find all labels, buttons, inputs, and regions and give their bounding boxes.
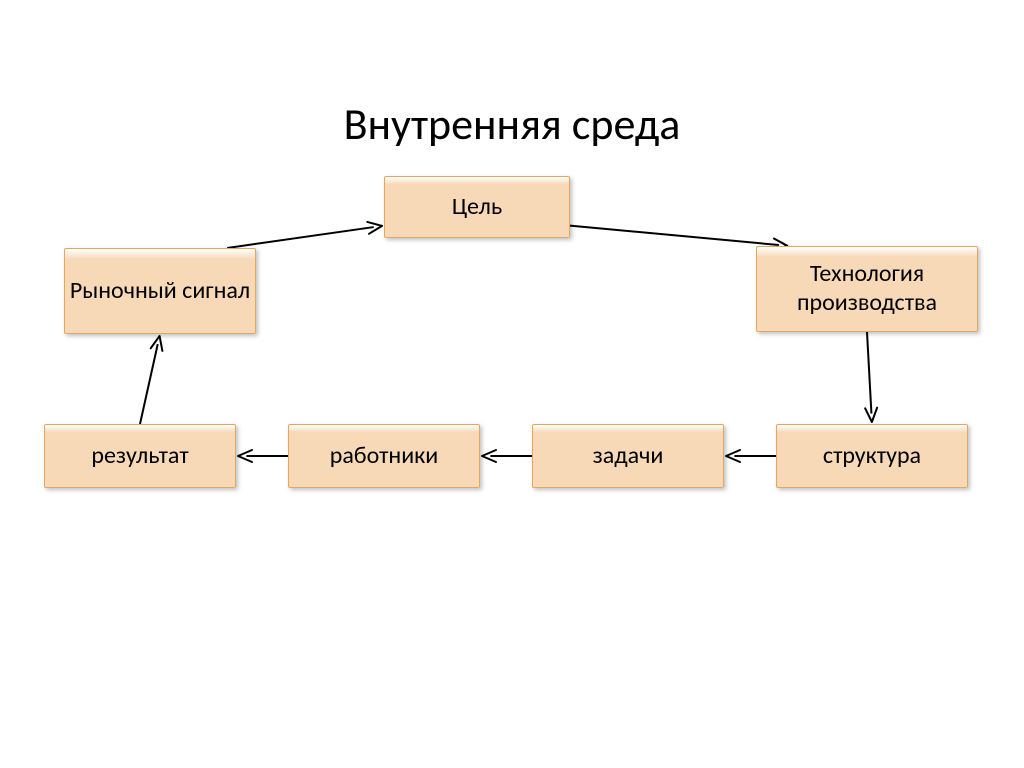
- diagram-title: Внутренняя среда: [0, 97, 1024, 151]
- node-label: Технология производства: [761, 260, 973, 318]
- node-label: работники: [330, 442, 439, 471]
- node-label: Рыночный сигнал: [70, 277, 250, 306]
- node-label: результат: [91, 442, 188, 471]
- arrowhead-icon: [726, 450, 740, 462]
- arrowhead-icon: [367, 222, 382, 234]
- edge-goal-to-tech: [570, 226, 779, 245]
- node-label: задачи: [593, 442, 664, 471]
- arrowhead-icon: [482, 450, 496, 462]
- node-structure: структура: [776, 424, 968, 488]
- edge-signal-to-goal: [227, 227, 374, 248]
- node-workers: работники: [288, 424, 480, 488]
- edge-result-to-signal: [140, 344, 158, 424]
- edge-tech-to-structure: [867, 332, 871, 414]
- node-tasks: задачи: [532, 424, 724, 488]
- arrowhead-icon: [238, 450, 252, 462]
- arrowhead-icon: [151, 336, 163, 351]
- node-goal: Цель: [384, 176, 570, 238]
- node-label: структура: [823, 442, 921, 471]
- node-tech: Технология производства: [756, 246, 978, 332]
- node-result: результат: [44, 424, 236, 488]
- arrowhead-icon: [865, 408, 877, 422]
- node-label: Цель: [452, 193, 502, 222]
- node-signal: Рыночный сигнал: [64, 248, 256, 334]
